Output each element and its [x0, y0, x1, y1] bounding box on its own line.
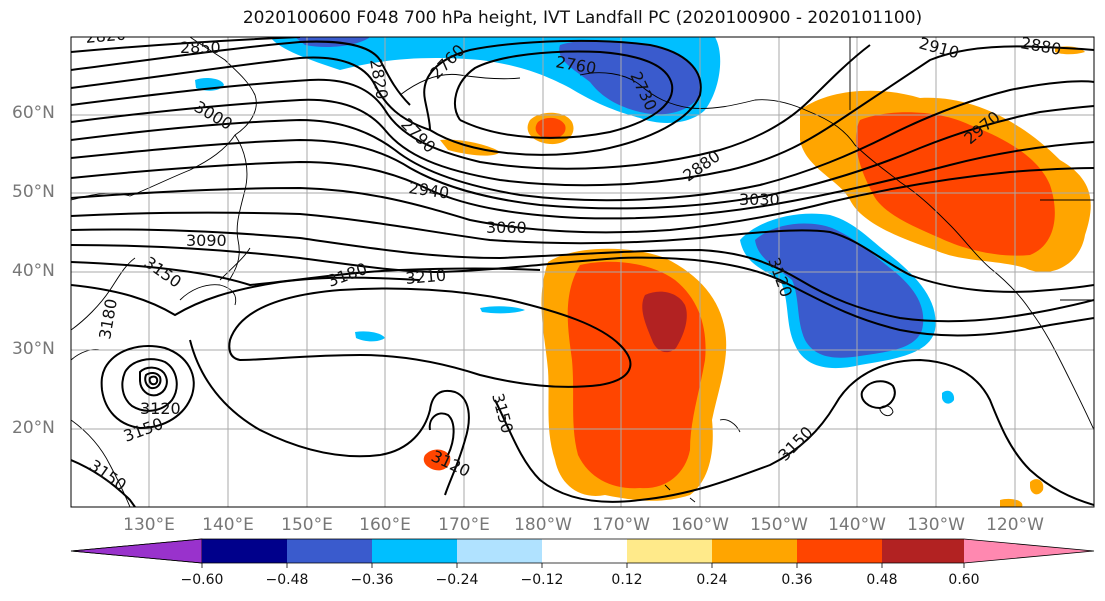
- colorbar-bin: [797, 539, 882, 563]
- lon-label-170e: 170°E: [438, 515, 490, 535]
- contour-label: 2880: [1019, 33, 1062, 59]
- lon-label-140e: 140°E: [202, 515, 254, 535]
- ivt-positive-central-pacific: [541, 248, 727, 501]
- lon-label-170w: 170°W: [592, 515, 650, 535]
- map-title: 2020100600 F048 700 hPa height, IVT Land…: [242, 8, 923, 28]
- lat-label-40n: 40°N: [12, 261, 55, 281]
- map-frame: [70, 36, 1095, 508]
- lon-label-180w: 180°W: [514, 515, 572, 535]
- lon-label-140w: 140°W: [828, 515, 886, 535]
- colorbar-tick-label: −0.24: [435, 572, 479, 588]
- contour-label: 2850: [180, 38, 221, 57]
- colorbar-bin: [287, 539, 372, 563]
- ivt-negative-bering: [270, 37, 721, 123]
- colorbar-tick-label: −0.60: [180, 572, 224, 588]
- ivt-positive-gulf-of-alaska: [800, 90, 1091, 273]
- colorbar-bin: [627, 539, 712, 563]
- height-contours: [71, 37, 1094, 507]
- lon-label-120w: 120°W: [986, 515, 1044, 535]
- lat-label-20n: 20°N: [12, 418, 55, 438]
- colorbar-tick-label: 0.12: [611, 572, 643, 588]
- contour-label: 3090: [186, 231, 227, 250]
- colorbar: [70, 538, 1095, 568]
- lat-label-50n: 50°N: [12, 182, 55, 202]
- colorbar-tick-marks: [201, 563, 965, 568]
- lat-label-30n: 30°N: [12, 339, 55, 359]
- colorbar-tick-label: −0.36: [350, 572, 394, 588]
- colorbar-bin: [882, 539, 964, 563]
- lon-label-130w: 130°W: [907, 515, 965, 535]
- lon-label-130e: 130°E: [123, 515, 175, 535]
- lon-label-150e: 150°E: [281, 515, 333, 535]
- lon-label-160w: 160°W: [671, 515, 729, 535]
- colorbar-tick-label: −0.48: [265, 572, 309, 588]
- colorbar-tick-label: 0.48: [866, 572, 898, 588]
- contour-label: 3210: [405, 266, 447, 288]
- coastlines: [71, 37, 1094, 507]
- contour-label: 2820: [85, 25, 127, 47]
- contour-label: 3030: [739, 190, 780, 209]
- graticule: [71, 37, 1094, 507]
- colorbar-extend-min: [70, 538, 203, 564]
- colorbar-bin: [712, 539, 797, 563]
- lon-label-150w: 150°W: [750, 515, 808, 535]
- colorbar-tick-label: 0.36: [781, 572, 813, 588]
- colorbar-bin: [457, 539, 542, 563]
- colorbar-tick-label: −0.12: [520, 572, 564, 588]
- contour-label: 3060: [486, 218, 527, 237]
- colorbar-tick-label: 0.60: [948, 572, 980, 588]
- contour-label: 3120: [140, 399, 181, 418]
- lon-label-160e: 160°E: [359, 515, 411, 535]
- colorbar-bin: [372, 539, 457, 563]
- colorbar-extend-max: [964, 539, 1094, 563]
- colorbar-bin: [202, 539, 287, 563]
- colorbar-bin: [542, 539, 627, 563]
- colorbar-tick-label: 0.24: [696, 572, 728, 588]
- lat-label-60n: 60°N: [12, 103, 55, 123]
